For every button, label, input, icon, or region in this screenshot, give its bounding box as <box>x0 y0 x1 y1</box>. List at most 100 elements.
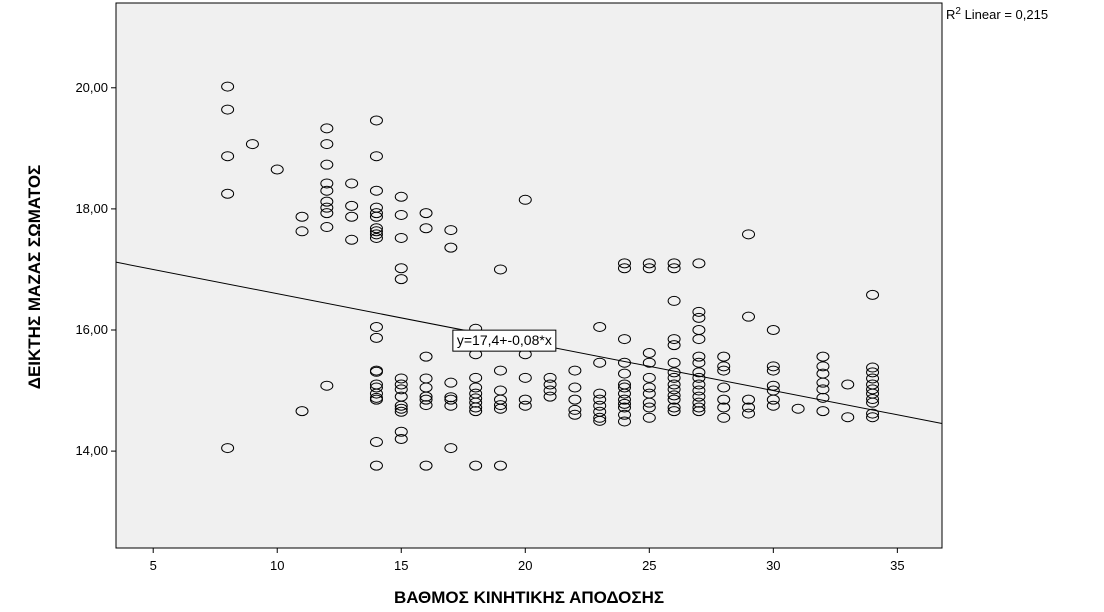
data-point <box>493 264 507 275</box>
data-point <box>394 209 408 220</box>
data-point <box>593 415 607 426</box>
data-point <box>617 258 631 269</box>
data-point <box>593 412 607 423</box>
data-point <box>394 191 408 202</box>
data-point <box>593 400 607 411</box>
equation-label: y=17,4+-0,08*x <box>457 332 552 348</box>
data-point <box>568 382 582 393</box>
data-point <box>642 382 656 393</box>
data-points <box>221 81 880 471</box>
data-point <box>394 263 408 274</box>
data-point <box>766 325 780 335</box>
data-point <box>593 388 607 399</box>
r-squared-label: R2 Linear = 0,215 <box>946 6 1048 22</box>
data-point <box>369 232 383 243</box>
data-point <box>419 208 433 219</box>
data-point <box>394 274 408 285</box>
data-point <box>345 211 359 222</box>
data-point <box>866 412 880 423</box>
data-point <box>444 242 458 253</box>
data-point <box>419 223 433 234</box>
data-point <box>593 321 607 332</box>
data-point <box>369 226 383 237</box>
data-point <box>345 234 359 245</box>
data-point <box>320 185 334 196</box>
data-point <box>692 334 706 345</box>
data-point <box>369 388 383 399</box>
data-point <box>617 334 631 345</box>
data-point <box>419 391 433 402</box>
data-point <box>369 332 383 343</box>
data-point <box>394 232 408 243</box>
data-point <box>320 208 334 219</box>
data-point <box>617 263 631 274</box>
x-tick-label: 25 <box>642 558 656 573</box>
data-point <box>345 178 359 189</box>
data-point <box>518 372 532 383</box>
data-point <box>518 400 532 411</box>
y-axis-title: ΔΕΙΚΤΗΣ ΜΑΖΑΣ ΣΩΜΑΤΟΣ <box>25 165 44 390</box>
data-point <box>221 104 235 115</box>
data-point <box>667 357 681 368</box>
data-point <box>642 348 656 359</box>
data-point <box>320 178 334 189</box>
data-point <box>742 311 756 322</box>
data-point <box>816 377 830 388</box>
data-point <box>642 402 656 413</box>
data-point <box>543 372 557 383</box>
data-point <box>642 372 656 383</box>
data-point <box>766 380 780 391</box>
data-point <box>369 321 383 332</box>
x-axis-title: ΒΑΘΜΟΣ ΚΙΝΗΤΙΚΗΣ ΑΠΟΔΟΣΗΣ <box>394 588 664 607</box>
data-point <box>394 384 408 395</box>
y-axis-ticks: 14,00 16,00 18,00 20,00 <box>75 80 116 458</box>
data-point <box>841 379 855 390</box>
data-point <box>816 406 830 417</box>
data-point <box>717 394 731 405</box>
data-point <box>667 379 681 390</box>
data-point <box>667 406 681 417</box>
data-point <box>320 380 334 391</box>
data-point <box>717 382 731 393</box>
data-point <box>642 258 656 269</box>
data-point <box>667 334 681 345</box>
data-point <box>692 397 706 408</box>
data-point <box>419 460 433 471</box>
data-point <box>866 373 880 384</box>
data-point <box>766 365 780 376</box>
data-point <box>369 185 383 196</box>
data-point <box>469 382 483 393</box>
data-point <box>642 397 656 408</box>
data-point <box>320 123 334 134</box>
data-point <box>369 151 383 162</box>
data-point <box>369 382 383 393</box>
data-point <box>543 391 557 402</box>
data-point <box>369 208 383 219</box>
data-point <box>295 211 309 222</box>
data-point <box>667 367 681 378</box>
data-point <box>617 382 631 393</box>
data-point <box>394 426 408 437</box>
data-point <box>866 289 880 300</box>
data-point <box>469 460 483 471</box>
data-point <box>642 412 656 423</box>
data-point <box>320 222 334 233</box>
data-point <box>345 200 359 211</box>
data-point <box>667 394 681 405</box>
data-point <box>444 394 458 405</box>
data-point <box>493 400 507 411</box>
data-point <box>692 402 706 413</box>
data-point <box>444 225 458 236</box>
data-point <box>717 361 731 372</box>
data-point <box>692 351 706 362</box>
data-point <box>493 460 507 471</box>
data-point <box>841 412 855 423</box>
data-point <box>766 361 780 372</box>
data-point <box>568 394 582 405</box>
data-point <box>866 384 880 395</box>
data-point <box>816 361 830 372</box>
data-point <box>518 394 532 405</box>
data-point <box>469 402 483 413</box>
x-tick-label: 20 <box>518 558 532 573</box>
data-point <box>667 384 681 395</box>
